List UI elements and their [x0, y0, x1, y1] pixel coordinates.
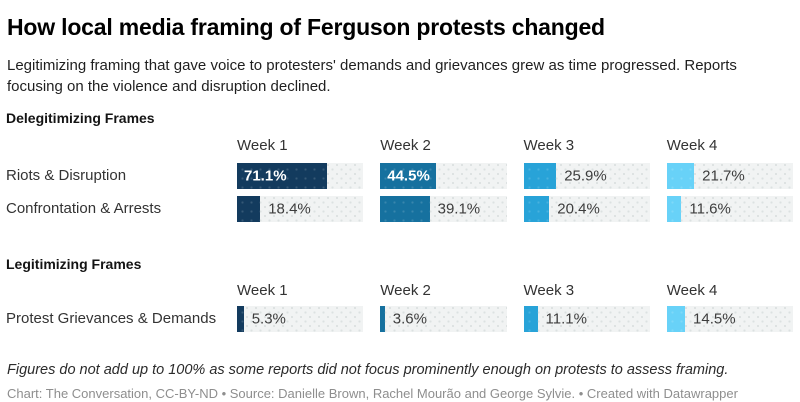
bar	[666, 306, 686, 333]
bar-track: 18.4%	[237, 195, 364, 222]
bar	[380, 162, 437, 189]
table-row: Riots & Disruption 71.1% 44.5% 25.9% 21.…	[6, 162, 793, 189]
week-header: Week 1	[237, 281, 288, 299]
week-header: Week 2	[380, 281, 431, 299]
week-header-row: Week 1 Week 2 Week 3 Week 4	[6, 281, 793, 300]
week-header: Week 4	[666, 137, 718, 155]
bar-track: 14.5%	[666, 306, 793, 333]
bar-track: 11.6%	[666, 195, 793, 222]
bar-value-label: 20.4%	[557, 200, 600, 218]
week-header: Week 3	[523, 137, 575, 155]
credit-line: Chart: The Conversation, CC-BY-ND • Sour…	[7, 386, 738, 402]
page-title: How local media framing of Ferguson prot…	[7, 14, 605, 40]
bar-track: 3.6%	[380, 306, 507, 333]
footnote: Figures do not add up to 100% as some re…	[7, 362, 729, 379]
bar	[523, 162, 557, 189]
bar-track: 5.3%	[237, 306, 364, 333]
week-header-row: Week 1 Week 2 Week 3 Week 4	[6, 138, 793, 155]
bar-value-label: 44.5%	[387, 167, 430, 185]
chart-subtitle: Legitimizing framing that gave voice to …	[7, 56, 737, 95]
row-label: Confrontation & Arrests	[6, 199, 162, 217]
bar	[666, 162, 695, 189]
bar	[237, 306, 244, 333]
row-label: Riots & Disruption	[6, 166, 127, 184]
section-legitimizing: Legitimizing Frames Week 1 Week 2 Week 3…	[6, 255, 793, 333]
bar-track: 21.7%	[666, 162, 793, 189]
bar-track: 11.1%	[523, 306, 650, 333]
table-row: Confrontation & Arrests 18.4% 39.1% 20.4…	[6, 195, 793, 222]
section-delegitimizing: Delegitimizing Frames Week 1 Week 2 Week…	[6, 110, 793, 222]
bar-value-label: 11.1%	[545, 310, 587, 328]
bar	[380, 195, 430, 222]
week-header: Week 4	[666, 281, 718, 299]
bar	[237, 195, 261, 222]
section-title: Legitimizing Frames	[6, 255, 142, 272]
bar-value-label: 3.6%	[392, 310, 427, 328]
bar-value-label: 39.1%	[437, 200, 481, 218]
row-label: Protest Grievances & Demands	[6, 309, 217, 327]
bar-value-label: 25.9%	[564, 167, 607, 185]
bar-track: 25.9%	[523, 162, 650, 189]
section-title: Delegitimizing Frames	[6, 109, 155, 126]
bar	[666, 195, 682, 222]
bar-track: 44.5%	[380, 162, 507, 189]
bar	[237, 162, 327, 189]
bar	[380, 306, 385, 333]
bar	[523, 306, 538, 333]
bar-value-label: 18.4%	[268, 200, 311, 218]
bar-value-label: 14.5%	[693, 310, 736, 328]
bar-value-label: 71.1%	[244, 167, 287, 185]
week-header: Week 3	[523, 281, 575, 299]
bar-track: 20.4%	[523, 195, 650, 222]
bar-track: 71.1%	[237, 162, 364, 189]
bar-value-label: 11.6%	[689, 200, 731, 218]
bar-value-label: 21.7%	[702, 167, 745, 185]
week-header: Week 2	[380, 137, 431, 155]
bar-value-label: 5.3%	[251, 310, 286, 328]
bar-track: 39.1%	[380, 195, 507, 222]
week-header: Week 1	[237, 137, 288, 155]
table-row: Protest Grievances & Demands 5.3% 3.6% 1…	[6, 306, 793, 333]
bar	[523, 195, 550, 222]
